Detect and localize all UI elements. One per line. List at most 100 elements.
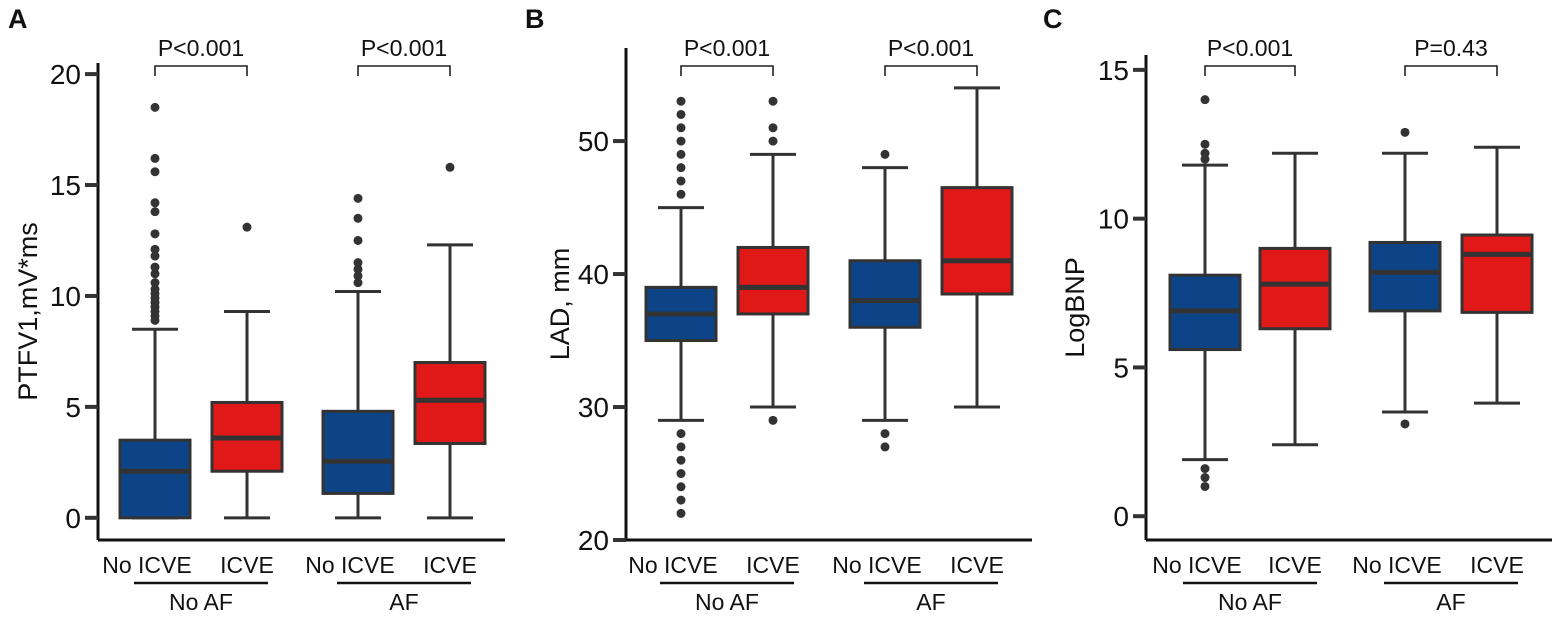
x-category-label: ICVE	[746, 552, 800, 578]
x-category-label: No ICVE	[1152, 552, 1241, 578]
y-tick-label: 0	[65, 503, 81, 534]
outlier-point	[150, 102, 160, 112]
box-iqr	[1368, 240, 1442, 313]
y-tick-label: 40	[578, 259, 609, 290]
outlier-point	[150, 207, 160, 217]
box-no-af-no-icve	[118, 102, 192, 520]
outlier-point	[676, 495, 686, 505]
box-af-no-icve	[321, 193, 395, 520]
x-category-label: No ICVE	[305, 552, 394, 578]
outlier-point	[676, 176, 686, 186]
p-value-label: P=0.43	[1414, 35, 1488, 61]
outlier-point	[353, 271, 363, 281]
box-no-af-icve	[1258, 151, 1332, 447]
box-no-af-no-icve	[644, 96, 718, 518]
y-axis-label: LogBNP	[1060, 257, 1090, 358]
outlier-point	[768, 136, 778, 146]
box-af-icve	[940, 86, 1014, 409]
group-label: AF	[1436, 589, 1465, 615]
group-label: No AF	[695, 589, 759, 615]
outlier-point	[150, 251, 160, 261]
outlier-point	[676, 136, 686, 146]
group-label: AF	[389, 589, 418, 615]
outlier-point	[1200, 148, 1210, 158]
outlier-point	[880, 149, 890, 159]
p-value-label: P<0.001	[1207, 35, 1293, 61]
y-tick-label: 30	[578, 392, 609, 423]
x-category-label: No ICVE	[1352, 552, 1441, 578]
outlier-point	[676, 109, 686, 119]
x-category-label: ICVE	[950, 552, 1004, 578]
outlier-point	[768, 123, 778, 133]
y-tick-label: 20	[578, 525, 609, 556]
outlier-point	[1200, 139, 1210, 149]
group-label: No AF	[1218, 589, 1282, 615]
outlier-point	[676, 442, 686, 452]
y-tick-label: 5	[65, 392, 81, 423]
y-axis-label: PTFV1,mV*ms	[13, 222, 43, 401]
y-tick-label: 10	[1098, 204, 1129, 235]
outlier-point	[1400, 419, 1410, 429]
x-category-label: ICVE	[423, 552, 477, 578]
significance-bracket	[357, 65, 451, 76]
x-category-label: ICVE	[1268, 552, 1322, 578]
p-value-label: P<0.001	[684, 35, 770, 61]
outlier-point	[1200, 464, 1210, 474]
y-tick-label: 10	[50, 281, 81, 312]
box-no-af-no-icve	[1168, 95, 1242, 491]
outlier-point	[1200, 95, 1210, 105]
outlier-point	[353, 258, 363, 268]
outlier-point	[676, 96, 686, 106]
outlier-point	[676, 429, 686, 439]
significance-bracket	[154, 65, 248, 76]
panel-b: B 20 30 40 50 LAD, mm No ICVE ICVE No ICVE ICVE No…	[525, 4, 1032, 615]
outlier-point	[353, 213, 363, 223]
box-iqr	[736, 245, 810, 316]
panel-a: A 0 5 10 15 20 PTFV1,mV*ms No ICVE ICVE No ICVE IC…	[8, 4, 505, 615]
box-iqr	[1460, 233, 1534, 314]
outlier-point	[445, 162, 455, 172]
outlier-point	[150, 198, 160, 208]
outlier-point	[880, 429, 890, 439]
outlier-point	[150, 284, 160, 294]
significance-bracket	[680, 65, 774, 76]
box-af-no-icve	[1368, 127, 1442, 429]
x-category-label: No ICVE	[832, 552, 921, 578]
box-iqr	[848, 259, 922, 329]
x-category-label: No ICVE	[102, 552, 191, 578]
significance-bracket	[884, 65, 978, 76]
outlier-point	[353, 278, 363, 288]
outlier-point	[676, 508, 686, 518]
significance-bracket	[1404, 65, 1498, 76]
outlier-point	[353, 193, 363, 203]
panel-c: C 0 5 10 15 LogBNP No ICVE ICVE No ICVE ICVE No AF…	[1043, 4, 1552, 615]
box-af-icve	[1460, 145, 1534, 405]
outlier-point	[150, 262, 160, 272]
outlier-point	[353, 264, 363, 274]
significance-bracket	[1204, 65, 1296, 76]
outlier-point	[242, 222, 252, 232]
outlier-point	[768, 96, 778, 106]
p-value-label: P<0.001	[888, 35, 974, 61]
outlier-point	[150, 153, 160, 163]
y-tick-label: 0	[1113, 501, 1129, 532]
box-no-af-icve	[210, 222, 284, 520]
x-category-label: No ICVE	[628, 552, 717, 578]
outlier-point	[150, 244, 160, 254]
outlier-point	[353, 235, 363, 245]
outlier-point	[676, 469, 686, 479]
y-tick-label: 15	[1098, 55, 1129, 86]
y-tick-label: 50	[578, 126, 609, 157]
panel-label: C	[1043, 4, 1063, 34]
box-no-af-icve	[736, 96, 810, 425]
outlier-point	[150, 167, 160, 177]
box-iqr	[321, 409, 395, 495]
outlier-point	[1400, 127, 1410, 137]
box-iqr	[1258, 246, 1332, 331]
panel-label: A	[8, 4, 28, 34]
outlier-point	[676, 482, 686, 492]
y-tick-label: 5	[1113, 352, 1129, 383]
outlier-point	[150, 269, 160, 279]
outlier-point	[880, 442, 890, 452]
